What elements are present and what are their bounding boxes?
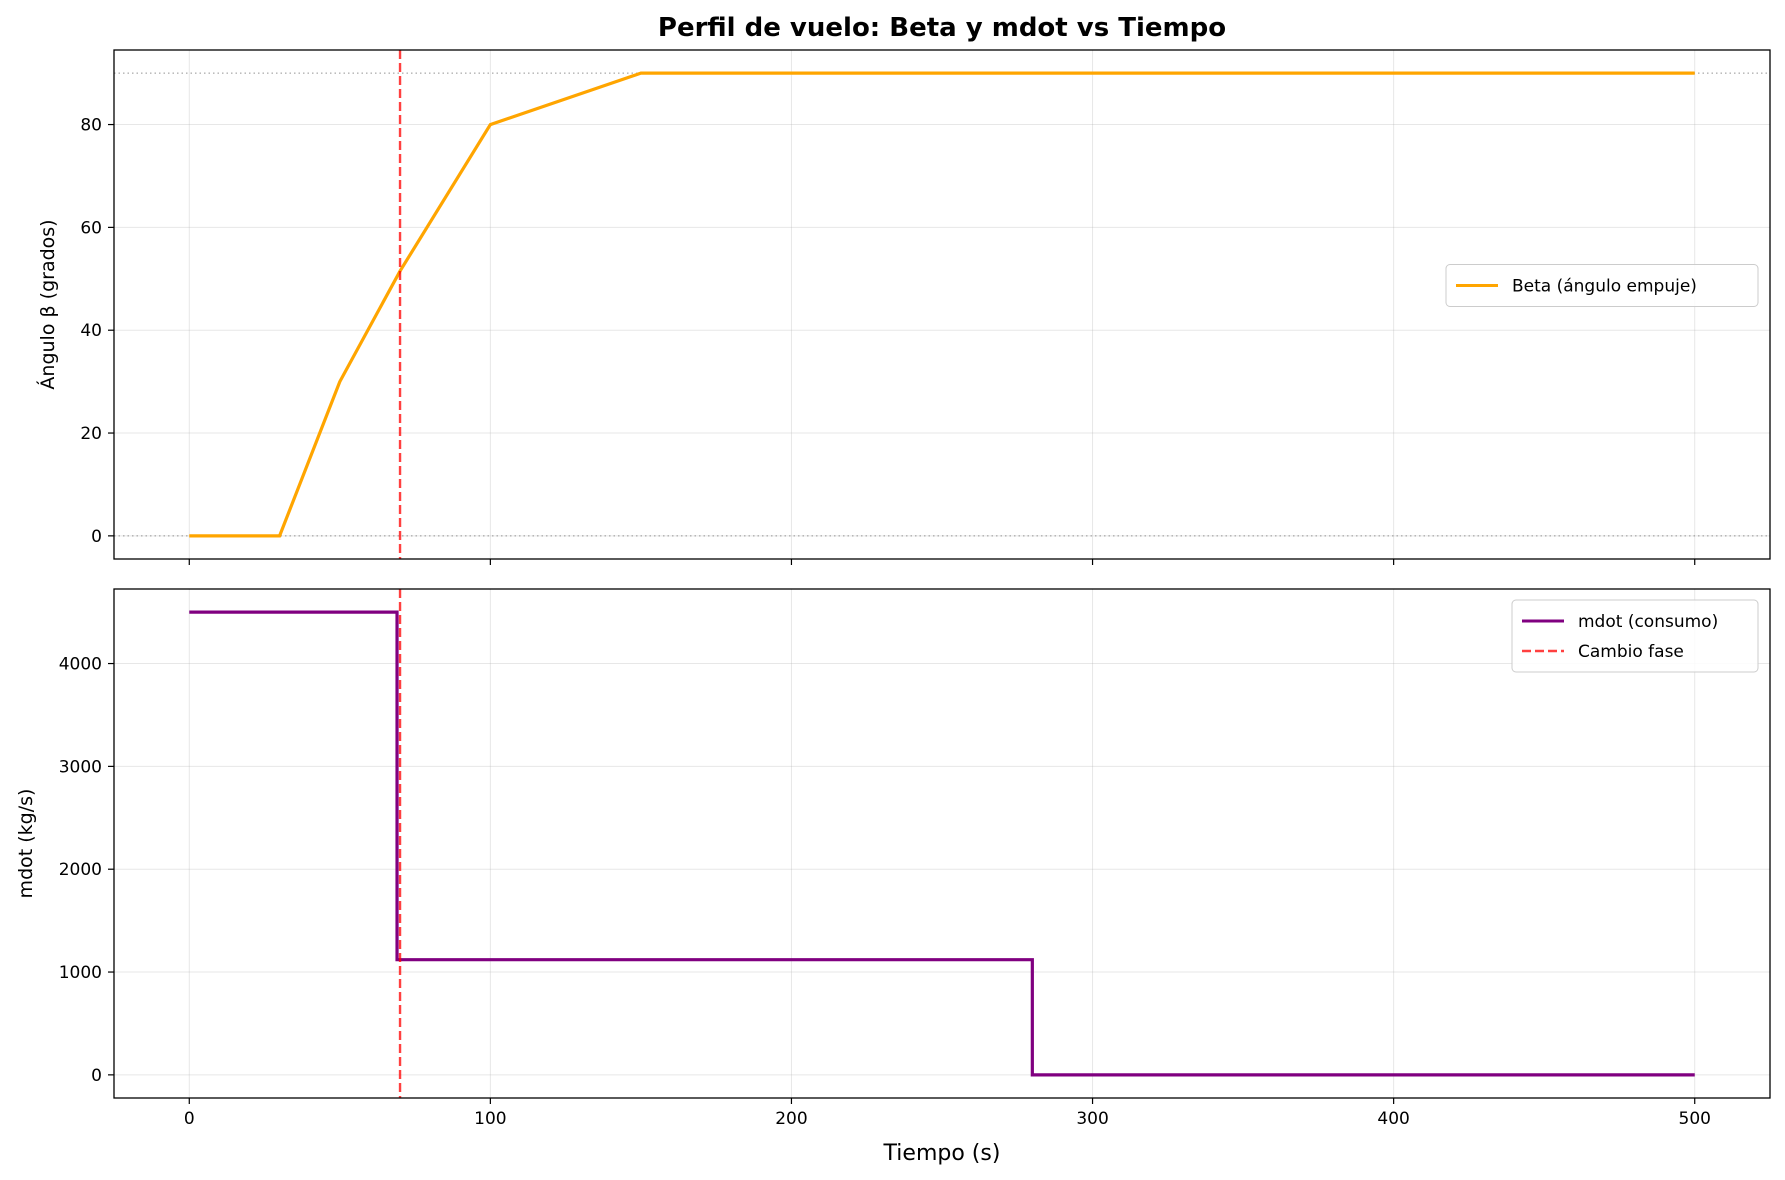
legend-label: Beta (ángulo empuje): [1512, 277, 1697, 297]
y-tick-label: 60: [80, 218, 102, 238]
y-tick-label: 0: [91, 527, 102, 547]
legend-label: mdot (consumo): [1578, 612, 1718, 632]
x-tick-label: 200: [775, 1109, 807, 1129]
y-tick-label: 20: [80, 424, 102, 444]
y-tick-label: 0: [91, 1066, 102, 1086]
axes-frame: [113, 49, 1771, 560]
y-tick-label: 2000: [59, 860, 102, 880]
x-tick-label: 500: [1679, 1109, 1711, 1129]
y-tick-label: 4000: [59, 655, 102, 675]
legend-box: [1445, 264, 1759, 307]
legend-label: Cambio fase: [1578, 642, 1684, 662]
legend-box: [1511, 599, 1759, 673]
y-axis-label: Ángulo β (grados): [36, 219, 59, 389]
beta-subplot: 0 20 40 60 80 Ángulo β (grados) Beta (ángulo e…: [36, 49, 1771, 565]
y-tick-label: 80: [80, 116, 102, 136]
mdot-subplot: 0 100 200 300 400 500 0 1000 2000 3000 4000 mdot (k…: [15, 588, 1771, 1129]
x-tick-label: 400: [1377, 1109, 1409, 1129]
y-tick-label: 3000: [59, 757, 102, 777]
x-tick-label: 300: [1076, 1109, 1108, 1129]
legend: Beta (ángulo empuje): [1445, 264, 1759, 307]
series-line: [189, 610, 1695, 1077]
x-tick-label: 0: [184, 1109, 195, 1129]
x-tick-label: 100: [474, 1109, 506, 1129]
axes-frame: [113, 588, 1771, 1099]
legend: mdot (consumo) Cambio fase: [1511, 599, 1759, 673]
y-tick-label: 1000: [59, 963, 102, 983]
y-tick-label: 40: [80, 321, 102, 341]
y-axis-label: mdot (kg/s): [15, 789, 37, 899]
figure-title: Perfil de vuelo: Beta y mdot vs Tiempo: [658, 13, 1226, 43]
x-axis-label: Tiempo (s): [883, 1141, 1001, 1166]
